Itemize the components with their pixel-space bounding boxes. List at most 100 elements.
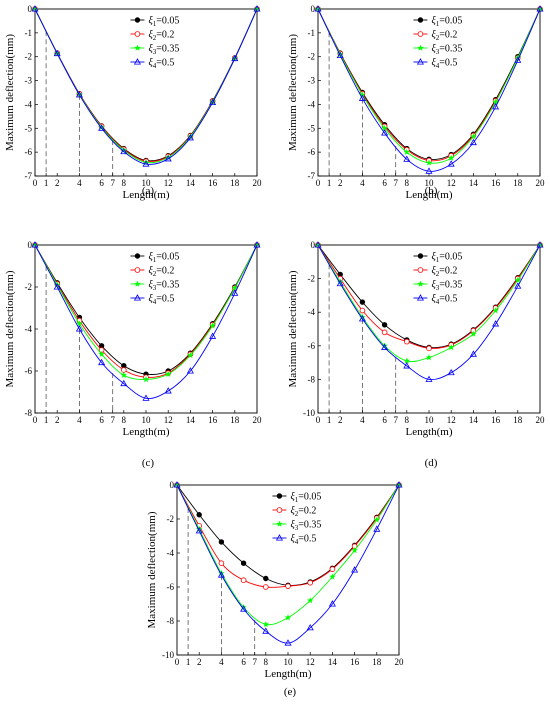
plot-frame — [317, 8, 541, 177]
legend-value: =0.35 — [439, 280, 462, 291]
legend-value: =0.05 — [439, 252, 462, 263]
y-tick-label: -4 — [25, 324, 33, 334]
series-line — [34, 8, 258, 162]
y-tick-label: -6 — [25, 366, 33, 376]
legend-value: =0.2 — [439, 266, 457, 277]
data-point — [142, 375, 150, 383]
series-line — [34, 244, 258, 380]
y-tick-label: -6 — [167, 582, 175, 592]
x-tick-label: 14 — [328, 657, 338, 667]
data-point — [492, 320, 500, 327]
legend-label: ξ2=0.2 — [431, 30, 457, 43]
x-tick-label: 6 — [382, 178, 387, 188]
data-point — [329, 573, 336, 580]
chart-panel-2: 0 1 2 4 6 7 8 10 12 14 16 18 200-2-4-6-8Length(m)Max… — [4, 240, 262, 469]
y-axis-label: Maximum deflection(mm) — [146, 511, 158, 628]
data-point — [403, 148, 411, 155]
data-point — [164, 387, 172, 394]
x-tick-label: 16 — [350, 657, 360, 667]
series-1 — [315, 242, 543, 351]
series-line — [176, 484, 400, 626]
x-tick-label: 6 — [382, 415, 387, 425]
data-point — [447, 344, 455, 351]
data-point — [514, 282, 522, 289]
legend-entry: ξ4=0.5 — [130, 294, 174, 306]
y-tick-label: -6 — [25, 147, 33, 157]
data-point — [76, 320, 83, 327]
series-3 — [314, 5, 544, 166]
data-point — [186, 367, 194, 374]
data-point — [209, 98, 217, 106]
y-axis-label: Maximum deflection(mm) — [287, 270, 299, 387]
x-axis-label: Length(m) — [405, 189, 452, 201]
y-tick-label: -8 — [167, 616, 175, 626]
series-line — [34, 244, 258, 378]
data-point — [307, 579, 314, 586]
data-point — [98, 124, 106, 131]
x-tick-label: 18 — [230, 415, 240, 425]
legend-subscript: 1 — [436, 256, 440, 264]
data-point — [329, 566, 336, 572]
data-point — [425, 354, 433, 361]
y-tick-label: -2 — [25, 282, 33, 292]
x-tick-label: 4 — [219, 657, 224, 667]
legend-symbol: ξ — [148, 58, 153, 69]
legend-label: ξ3=0.35 — [148, 44, 179, 57]
data-point — [253, 241, 261, 248]
legend-subscript: 4 — [295, 538, 299, 546]
legend-subscript: 1 — [436, 20, 440, 28]
chart-panel-4: 0 1 2 4 6 7 8 10 12 14 16 18 200-2-4-6-8-10Length(m)… — [146, 480, 404, 698]
x-tick-label: 16 — [208, 178, 218, 188]
y-tick-label: -5 — [25, 123, 33, 133]
series-3 — [314, 241, 544, 364]
x-tick-label: 0 — [316, 178, 321, 188]
series-2 — [315, 6, 543, 164]
y-tick-label: -3 — [308, 76, 316, 86]
data-point — [187, 351, 194, 359]
series-line — [34, 8, 258, 164]
legend-value: =0.2 — [439, 30, 457, 41]
series-3 — [173, 481, 403, 628]
data-point — [373, 525, 381, 532]
x-tick-label: 2 — [55, 415, 60, 425]
data-point — [195, 527, 203, 534]
data-point — [209, 332, 217, 339]
legend-symbol: ξ — [431, 44, 436, 55]
data-point — [173, 481, 181, 488]
series-2 — [32, 242, 260, 381]
series-3 — [31, 5, 261, 166]
data-point — [218, 560, 225, 566]
x-tick-label: 0 — [33, 415, 38, 425]
series-line — [34, 8, 258, 165]
x-tick-label: 10 — [142, 415, 152, 425]
data-point — [164, 370, 172, 377]
legend-entry: ξ1=0.05 — [272, 492, 321, 505]
data-point — [253, 5, 261, 12]
x-tick-label: 12 — [164, 178, 173, 188]
data-point — [492, 102, 500, 110]
data-point — [314, 5, 322, 12]
legend-entry: ξ2=0.2 — [272, 506, 316, 519]
legend-symbol: ξ — [290, 534, 295, 545]
data-point — [253, 5, 261, 12]
data-point — [120, 379, 128, 387]
x-tick-label: 16 — [491, 415, 501, 425]
series-1 — [32, 242, 260, 377]
data-point — [447, 160, 455, 167]
y-tick-label: -1 — [308, 28, 316, 38]
legend-label: ξ1=0.05 — [431, 16, 462, 29]
legend-value: =0.05 — [439, 16, 462, 27]
y-tick-label: 0 — [28, 240, 33, 250]
y-tick-label: -8 — [308, 374, 316, 384]
plot-frame — [317, 244, 541, 414]
data-point — [403, 338, 410, 345]
data-point — [31, 5, 39, 12]
data-point — [173, 481, 181, 488]
legend-label: ξ1=0.05 — [290, 492, 321, 505]
legend-symbol: ξ — [290, 506, 295, 517]
legend-label: ξ2=0.2 — [290, 506, 316, 519]
x-tick-label: 14 — [469, 415, 479, 425]
x-tick-label: 7 — [252, 657, 257, 667]
